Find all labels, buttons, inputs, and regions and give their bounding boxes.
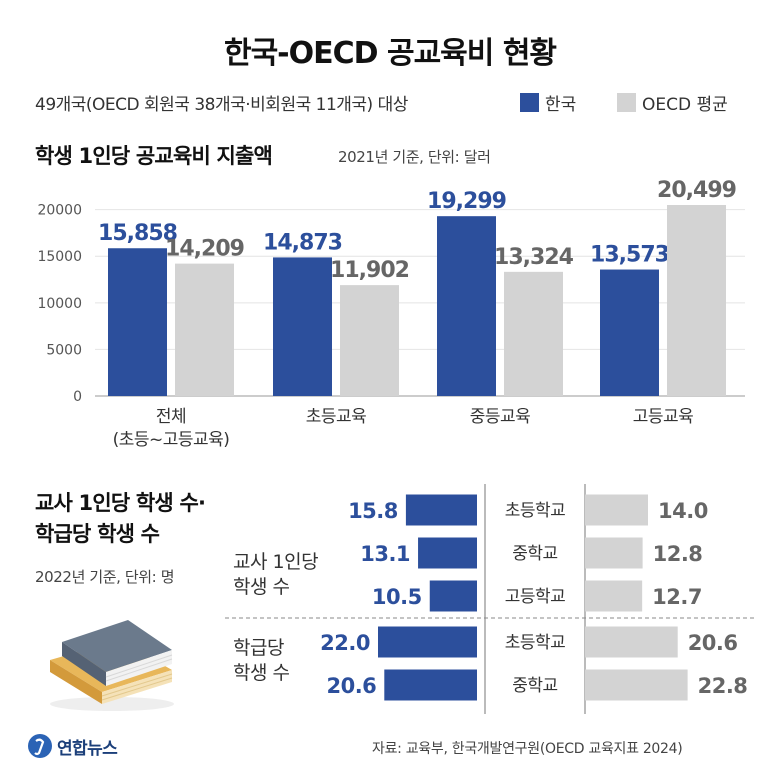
group-label-class-line2: 학생 수	[233, 662, 290, 684]
data-label-korea: 14,873	[263, 230, 342, 255]
y-tick-label: 20000	[37, 203, 82, 219]
subtitle: 49개국(OECD 회원국 38개국·비회원국 11개국) 대상	[35, 95, 408, 115]
books-illustration	[50, 620, 174, 711]
group-label-teacher: 교사 1인당 학생 수	[233, 550, 319, 600]
x-tick-label: (초등~고등교육)	[113, 430, 230, 450]
bar-korea	[384, 669, 477, 701]
data-label-oecd: 14.0	[658, 499, 708, 523]
bar-oecd	[504, 271, 563, 396]
x-tick-label: 고등교육	[633, 407, 694, 427]
bar-korea	[108, 248, 167, 396]
section2-title-line1: 교사 1인당 학생 수·	[35, 491, 206, 515]
y-tick-label: 0	[73, 389, 82, 405]
bar-oecd	[175, 263, 234, 396]
x-tick-label: 초등교육	[306, 407, 367, 427]
data-label-korea: 19,299	[427, 189, 506, 214]
legend-korea-swatch	[520, 93, 539, 112]
group-label-teacher-line2: 학생 수	[233, 576, 290, 598]
category-label: 초등학교	[505, 633, 566, 653]
section2-title-line2: 학급당 학생 수	[35, 522, 160, 546]
bar-korea	[405, 494, 477, 526]
category-label: 고등학교	[505, 587, 566, 607]
data-label-oecd: 20,499	[657, 178, 736, 203]
legend-oecd: OECD 평균	[617, 90, 728, 115]
bar-oecd	[585, 669, 688, 701]
y-tick-label: 10000	[37, 296, 82, 312]
section1-note: 2021년 기준, 단위: 달러	[338, 148, 491, 166]
bar-korea	[378, 626, 477, 658]
group-label-class-line1: 학급당	[233, 637, 284, 659]
data-label-korea: 13.1	[360, 542, 410, 566]
section2-note: 2022년 기준, 단위: 명	[35, 568, 175, 586]
x-tick-label: 중등교육	[470, 407, 531, 427]
yonhap-logo-icon	[28, 734, 52, 758]
source-note: 자료: 교육부, 한국개발연구원(OECD 교육지표 2024)	[372, 741, 683, 757]
data-label-korea: 15,858	[98, 221, 177, 246]
y-tick-label: 15000	[37, 249, 82, 265]
page-title: 한국-OECD 공교육비 현황	[223, 36, 557, 71]
category-label: 중학교	[512, 676, 557, 696]
bar-oecd	[585, 494, 648, 526]
data-label-oecd: 22.8	[698, 674, 748, 698]
legend-oecd-swatch	[617, 93, 636, 112]
bar-korea	[600, 269, 659, 396]
data-label-korea: 22.0	[320, 631, 370, 655]
data-label-oecd: 13,324	[494, 245, 574, 270]
data-label-oecd: 14,209	[165, 237, 244, 262]
bar-korea	[418, 537, 477, 569]
data-label-korea: 15.8	[348, 499, 398, 523]
legend-korea-label: 한국	[545, 95, 577, 115]
bar-oecd	[585, 626, 678, 658]
data-label-korea: 13,573	[590, 243, 669, 268]
bar-oecd	[340, 285, 399, 396]
logo: 연합뉴스	[27, 733, 118, 759]
data-label-oecd: 20.6	[688, 631, 738, 655]
bar-oecd	[585, 537, 643, 569]
students-chart: 15.8 14.0 초등학교 13.1 12.8 중학교 10.5 12.7 고등학교 22.0 2…	[225, 484, 755, 714]
data-label-oecd: 12.8	[653, 542, 703, 566]
bar-oecd	[667, 205, 726, 396]
data-label-korea: 20.6	[326, 674, 376, 698]
y-tick-label: 5000	[46, 342, 82, 358]
x-tick-label: 전체	[156, 407, 186, 427]
section1-title: 학생 1인당 공교육비 지출액	[35, 144, 273, 168]
category-label: 중학교	[512, 544, 557, 564]
bar-oecd	[585, 580, 643, 612]
logo-text: 연합뉴스	[57, 738, 118, 759]
data-label-korea: 10.5	[372, 585, 422, 609]
data-label-oecd: 12.7	[652, 585, 702, 609]
section2-title: 교사 1인당 학생 수· 학급당 학생 수	[35, 488, 206, 550]
legend-korea: 한국	[520, 90, 576, 115]
group-label-class: 학급당 학생 수	[233, 636, 290, 686]
bar-korea	[437, 216, 496, 396]
bar-korea	[429, 580, 477, 612]
legend-oecd-label: OECD 평균	[642, 95, 728, 115]
bar-korea	[273, 257, 332, 396]
group-label-teacher-line1: 교사 1인당	[233, 551, 319, 573]
data-label-oecd: 11,902	[330, 258, 409, 283]
category-label: 초등학교	[505, 501, 566, 521]
